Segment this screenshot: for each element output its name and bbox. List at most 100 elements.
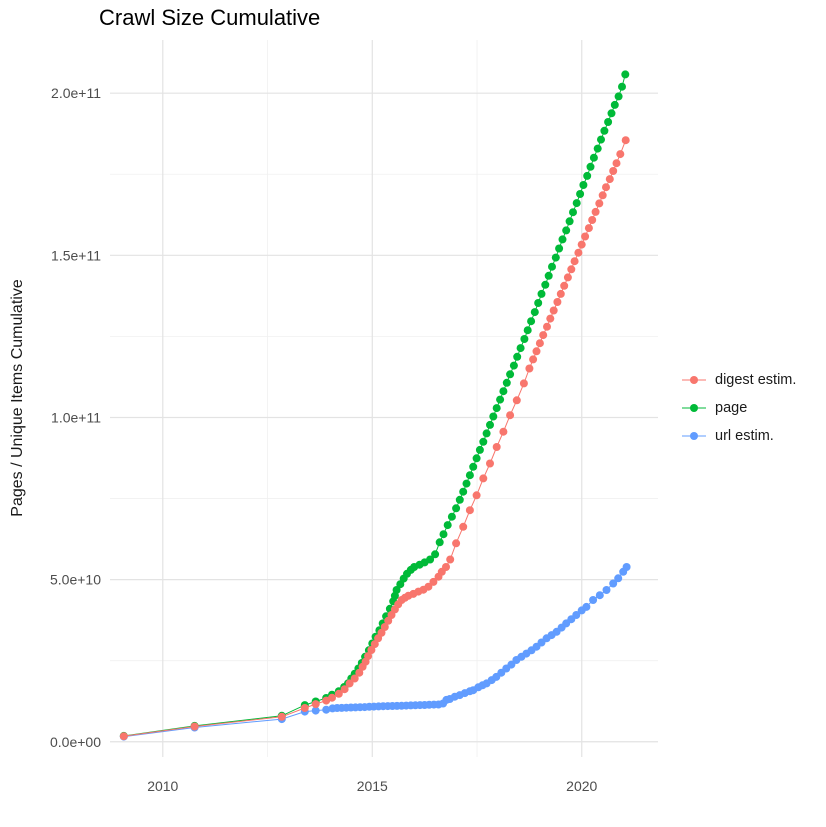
data-point (486, 459, 494, 468)
data-point (465, 471, 474, 480)
data-point (516, 344, 525, 353)
data-point (551, 253, 560, 262)
data-point (563, 273, 572, 282)
data-point (345, 679, 354, 688)
data-point (506, 370, 515, 379)
data-point (616, 150, 625, 159)
data-point (621, 136, 630, 145)
gridlines (110, 40, 658, 757)
data-point (588, 216, 597, 224)
data-point (537, 289, 546, 298)
data-point (576, 190, 585, 198)
data-point (605, 175, 614, 184)
data-point (499, 427, 508, 436)
data-point (311, 706, 320, 715)
legend-key-digest-estim (682, 376, 706, 384)
data-point (612, 159, 621, 168)
data-point (350, 674, 359, 683)
data-point (439, 530, 448, 539)
data-point (562, 226, 571, 235)
data-point (502, 378, 511, 387)
data-point (604, 118, 613, 126)
data-point (489, 412, 498, 421)
data-point (572, 611, 581, 619)
data-point (311, 700, 320, 709)
data-point (595, 591, 604, 600)
data-point (513, 352, 522, 361)
data-point (610, 100, 619, 109)
data-point (602, 183, 610, 192)
data-point (370, 640, 379, 649)
data-point (520, 335, 529, 343)
data-point (367, 646, 376, 654)
legend-label: digest estim. (715, 372, 797, 388)
data-point (527, 317, 536, 326)
data-point (614, 92, 623, 101)
y-axis-title: Pages / Unique Items Cumulative (9, 279, 26, 517)
data-point (424, 582, 433, 591)
data-point (472, 454, 481, 463)
data-point (549, 306, 558, 315)
data-point (506, 411, 515, 420)
data-point (392, 586, 401, 594)
x-tick-label: 2015 (357, 778, 388, 794)
y-tick-label: 2.0e+11 (51, 85, 101, 101)
data-point (593, 144, 602, 153)
data-point (570, 257, 579, 266)
legend-point-icon (690, 404, 698, 412)
y-tick-label: 1.5e+11 (51, 247, 101, 263)
data-point (614, 574, 623, 583)
data-point (429, 577, 438, 586)
data-point (469, 462, 478, 471)
data-point (452, 504, 461, 513)
data-point (607, 109, 616, 118)
data-point (569, 208, 577, 217)
legend-label: url estim. (715, 428, 774, 444)
data-point (598, 191, 607, 200)
data-point (431, 550, 440, 559)
data-point (328, 693, 336, 702)
data-point (380, 623, 389, 631)
data-point (618, 82, 626, 91)
data-point (595, 199, 604, 208)
chart-title: Crawl Size Cumulative (99, 5, 321, 30)
data-point (496, 395, 505, 404)
data-point (544, 271, 553, 280)
data-point (492, 404, 501, 413)
data-point (581, 232, 590, 241)
data-point (574, 248, 583, 257)
data-point (546, 314, 555, 323)
data-point (190, 722, 199, 731)
data-point (435, 538, 444, 547)
y-tick-label: 0.0e+00 (50, 734, 101, 750)
data-point (512, 396, 521, 405)
data-point (334, 689, 343, 698)
data-point (447, 512, 456, 521)
data-point (119, 732, 128, 741)
data-point (609, 579, 618, 588)
legend-point-icon (690, 376, 698, 384)
data-point (609, 167, 618, 175)
data-point (555, 244, 564, 253)
legend-key-page (682, 404, 706, 412)
data-point (584, 224, 593, 233)
data-point (465, 506, 474, 515)
data-point (377, 628, 386, 637)
data-point (589, 596, 598, 604)
data-point (479, 437, 488, 446)
data-point (355, 668, 364, 677)
data-point (535, 339, 544, 348)
data-point (567, 265, 576, 274)
data-point (548, 262, 556, 271)
data-point (509, 361, 518, 370)
data-series (119, 70, 631, 741)
legend-label: page (715, 400, 748, 416)
data-point (475, 445, 484, 454)
data-point (442, 563, 450, 571)
data-point (582, 602, 591, 611)
data-point (553, 298, 562, 306)
legend-point-icon (690, 432, 698, 440)
data-point (543, 322, 551, 331)
